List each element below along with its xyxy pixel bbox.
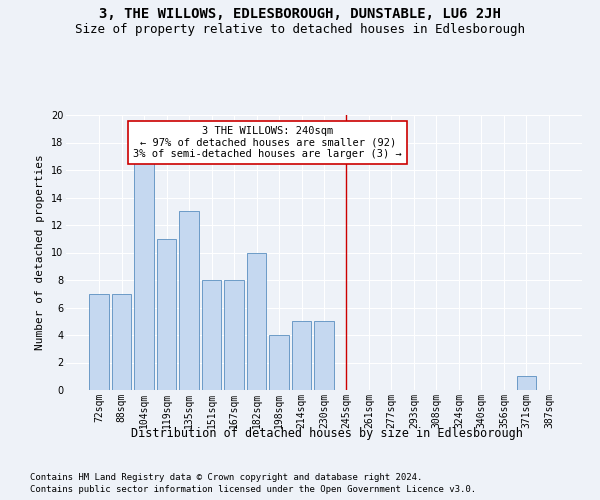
Bar — [157, 239, 176, 390]
Text: Distribution of detached houses by size in Edlesborough: Distribution of detached houses by size … — [131, 428, 523, 440]
Text: Contains public sector information licensed under the Open Government Licence v3: Contains public sector information licen… — [30, 485, 476, 494]
Bar — [89, 294, 109, 390]
Bar — [517, 376, 536, 390]
Text: Contains HM Land Registry data © Crown copyright and database right 2024.: Contains HM Land Registry data © Crown c… — [30, 472, 422, 482]
Text: Size of property relative to detached houses in Edlesborough: Size of property relative to detached ho… — [75, 22, 525, 36]
Bar — [112, 294, 131, 390]
Bar — [292, 322, 311, 390]
Bar — [224, 280, 244, 390]
Bar — [269, 335, 289, 390]
Y-axis label: Number of detached properties: Number of detached properties — [35, 154, 45, 350]
Bar — [202, 280, 221, 390]
Bar — [247, 252, 266, 390]
Text: 3 THE WILLOWS: 240sqm
← 97% of detached houses are smaller (92)
3% of semi-detac: 3 THE WILLOWS: 240sqm ← 97% of detached … — [133, 126, 402, 159]
Bar — [179, 211, 199, 390]
Text: 3, THE WILLOWS, EDLESBOROUGH, DUNSTABLE, LU6 2JH: 3, THE WILLOWS, EDLESBOROUGH, DUNSTABLE,… — [99, 8, 501, 22]
Bar — [134, 156, 154, 390]
Bar — [314, 322, 334, 390]
